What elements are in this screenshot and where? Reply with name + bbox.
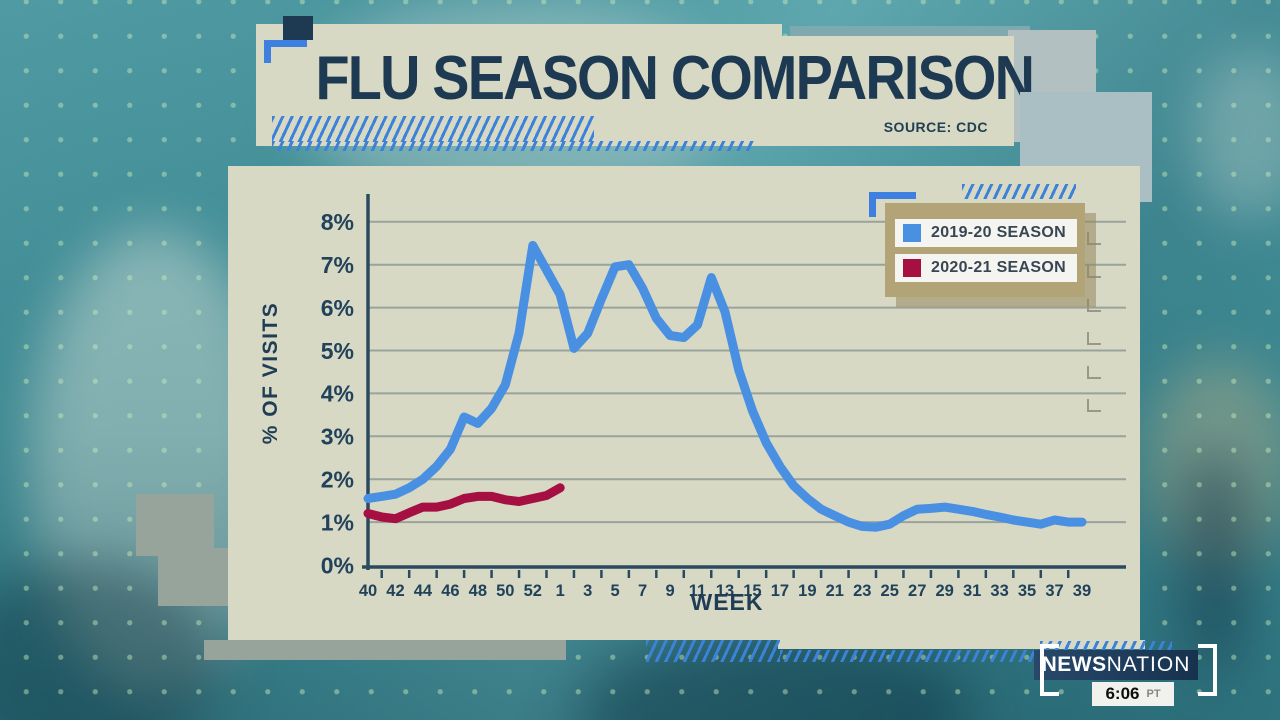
x-tick-label: 44 [414, 582, 433, 600]
logo-bracket-right-icon [1198, 644, 1217, 696]
source-attribution: SOURCE: CDC [883, 119, 988, 135]
clock-time: 6:06 [1105, 684, 1140, 703]
legend-label: 2020-21 SEASON [931, 258, 1066, 276]
x-tick-label: 19 [798, 582, 816, 600]
corner-bracket-icon [869, 192, 916, 217]
hatch-stripes-decoration [962, 184, 1076, 199]
panel-shadow [204, 640, 566, 660]
x-tick-label: 33 [990, 582, 1008, 600]
y-axis-title: % OF VISITS [259, 301, 282, 445]
y-tick-label: 7% [321, 252, 354, 278]
x-tick-label: 46 [441, 582, 459, 600]
newsnation-logo: NEWS NATION [1034, 650, 1198, 680]
background-blur-blob [1190, 50, 1280, 220]
x-tick-label: 48 [469, 582, 487, 600]
legend-swatch-red [903, 258, 921, 277]
x-tick-label: 17 [771, 582, 789, 600]
hatch-stripes-decoration [272, 116, 594, 142]
chart-panel-extension [778, 640, 1145, 649]
chart-legend: 2019-20 SEASON 2020-21 SEASON [885, 203, 1085, 297]
y-tick-label: 3% [321, 424, 354, 450]
legend-swatch-blue [903, 223, 921, 242]
newsnation-logo-light: NATION [1106, 653, 1191, 676]
legend-item-2019-20: 2019-20 SEASON [895, 218, 1077, 247]
corner-mark-icon [1087, 332, 1101, 345]
clock-timezone: PT [1146, 688, 1161, 700]
x-tick-label: 13 [716, 582, 734, 600]
corner-mark-icon [1087, 399, 1101, 412]
x-tick-label: 11 [689, 582, 706, 600]
hatch-stripes-decoration [1040, 641, 1172, 651]
corner-mark-icon [1087, 232, 1101, 245]
corner-mark-icon [1087, 366, 1101, 379]
hatch-stripes-decoration [272, 141, 754, 151]
x-tick-label: 25 [881, 582, 899, 600]
panel-shadow [136, 494, 214, 556]
y-tick-label: 0% [321, 552, 354, 578]
x-tick-label: 9 [665, 582, 674, 600]
x-tick-label: 31 [963, 582, 981, 600]
series-line-2019-20-season [363, 240, 1087, 532]
x-tick-label: 5 [611, 582, 620, 600]
x-tick-label: 3 [583, 582, 592, 600]
x-tick-label: 35 [1018, 582, 1036, 600]
x-axis-title: WEEK [690, 589, 764, 615]
legend-label: 2019-20 SEASON [931, 223, 1066, 241]
hatch-stripes-decoration [646, 640, 780, 662]
y-tick-label: 8% [321, 209, 354, 235]
navy-accent-tab [283, 16, 313, 40]
corner-mark-icon [1087, 265, 1101, 278]
x-tick-label: 7 [638, 582, 647, 600]
flu-comparison-chart: 0%1%2%3%4%5%6%7%8%40 42 44 46 48 50 52 1 3 5 7 9 11 1… [321, 194, 1126, 600]
x-tick-label: 29 [935, 582, 953, 600]
x-tick-label: 52 [524, 582, 542, 600]
panel-shadow [158, 548, 230, 606]
x-tick-label: 40 [359, 582, 377, 600]
page-title: FLU SEASON COMPARISON [315, 44, 1035, 113]
x-tick-label: 1 [556, 582, 565, 600]
time-display: 6:06 PT [1092, 682, 1174, 706]
legend-item-2020-21: 2020-21 SEASON [895, 253, 1077, 282]
newsnation-logo-bold: NEWS [1041, 653, 1107, 676]
y-tick-label: 5% [321, 338, 354, 364]
corner-bracket-icon [264, 40, 307, 63]
series-line-2020-21-season [363, 483, 565, 524]
x-tick-label: 23 [853, 582, 871, 600]
x-tick-label: 39 [1073, 582, 1091, 600]
x-tick-label: 15 [743, 582, 761, 600]
y-tick-label: 6% [321, 295, 354, 321]
x-tick-label: 42 [386, 582, 404, 600]
x-tick-label: 21 [826, 582, 844, 600]
x-tick-label: 27 [908, 582, 926, 600]
background-blur-blob [1180, 450, 1250, 680]
y-tick-label: 2% [321, 466, 354, 492]
x-tick-label: 50 [496, 582, 514, 600]
x-tick-label: 37 [1045, 582, 1063, 600]
y-tick-label: 1% [321, 509, 354, 535]
corner-mark-icon [1087, 299, 1101, 312]
y-tick-label: 4% [321, 381, 354, 407]
logo-bracket-left-icon [1040, 644, 1059, 696]
